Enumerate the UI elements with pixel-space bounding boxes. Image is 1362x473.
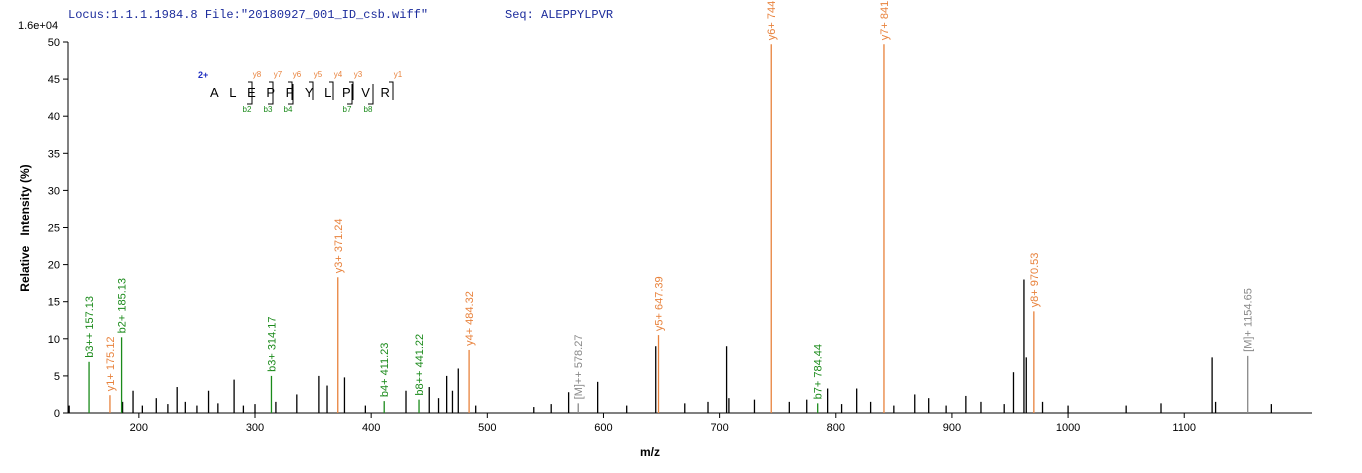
y-tick-label: 35 [48,148,60,160]
peak-label: b2+ 185.13 [117,278,129,333]
b-fragment: b7 [343,105,352,114]
y-axis-label: Relative Intensity (%) [18,164,32,291]
x-tick-label: 500 [478,422,496,434]
y-tick-label: 45 [48,74,60,86]
y-fragment: y3 [354,70,363,79]
x-tick-label: 800 [827,422,845,434]
y-tick-label: 25 [48,223,60,235]
peak-label: y7+ 841.49 [879,0,891,40]
y-tick-label: 30 [48,185,60,197]
charge: 2+ [198,70,208,80]
y-tick-label: 20 [48,260,60,272]
peak-label: y3+ 371.24 [333,218,345,273]
b-fragment: b3 [264,105,273,114]
y-fragment: y7 [274,70,283,79]
peak-label: y1+ 175.12 [105,336,117,391]
x-axis-label: m/z [640,445,660,459]
peak-label: b4+ 411.23 [379,343,391,398]
y-tick-label: 15 [48,297,60,309]
y-fragment: y6 [293,70,302,79]
b-fragment: b8 [364,105,373,114]
peak-label: b3+ 314.17 [266,317,278,372]
peak-label: [M]+ 1154.65 [1243,288,1255,352]
peak-label: y8+ 970.53 [1029,253,1041,308]
x-tick-label: 1100 [1172,422,1196,434]
b-bracket [288,84,294,105]
y-fragment: y1 [394,70,403,79]
y-tick-label: 40 [48,111,60,123]
b-fragment: b2 [243,105,252,114]
seq-label: Seq: ALEPPYLPVR [505,8,613,22]
x-tick-label: 600 [594,422,612,434]
b-bracket [247,84,253,105]
b-bracket [347,84,353,105]
peak-label: b8++ 441.22 [414,334,426,396]
header: Locus:1.1.1.1984.8 File:"20180927_001_ID… [68,8,428,22]
y-bracket [349,81,354,100]
b-bracket [368,84,374,105]
y-tick-label: 5 [54,371,60,383]
b-bracket [268,84,274,105]
x-tick-label: 900 [943,422,961,434]
x-tick-label: 700 [710,422,728,434]
b-fragment: b4 [284,105,293,114]
y-tick-label: 10 [48,334,60,346]
peak-label: b3++ 157.13 [84,296,96,358]
y-tick-label: 0 [54,408,60,420]
peak-label: b7+ 784.44 [813,344,825,399]
y-tick-label: 50 [48,37,60,49]
x-tick-label: 300 [246,422,264,434]
peak-label: [M]++ 578.27 [573,335,585,400]
x-tick-label: 400 [362,422,380,434]
y-fragment: y8 [253,70,262,79]
y-bracket [309,81,314,100]
y-bracket [389,81,394,100]
peak-label: y5+ 647.39 [654,276,666,331]
x-tick-label: 200 [130,422,148,434]
y-fragment: y5 [314,70,323,79]
y-bracket [329,81,334,100]
peak-label: y4+ 484.32 [464,291,476,346]
peak-label: y6+ 744.44 [766,0,778,40]
y-fragment: y4 [334,70,343,79]
sequence: ALEPPYLPVR [210,85,401,100]
scale-label: 1.6e+04 [18,20,58,32]
y-bracket [288,81,293,100]
x-tick-label: 1000 [1056,422,1080,434]
